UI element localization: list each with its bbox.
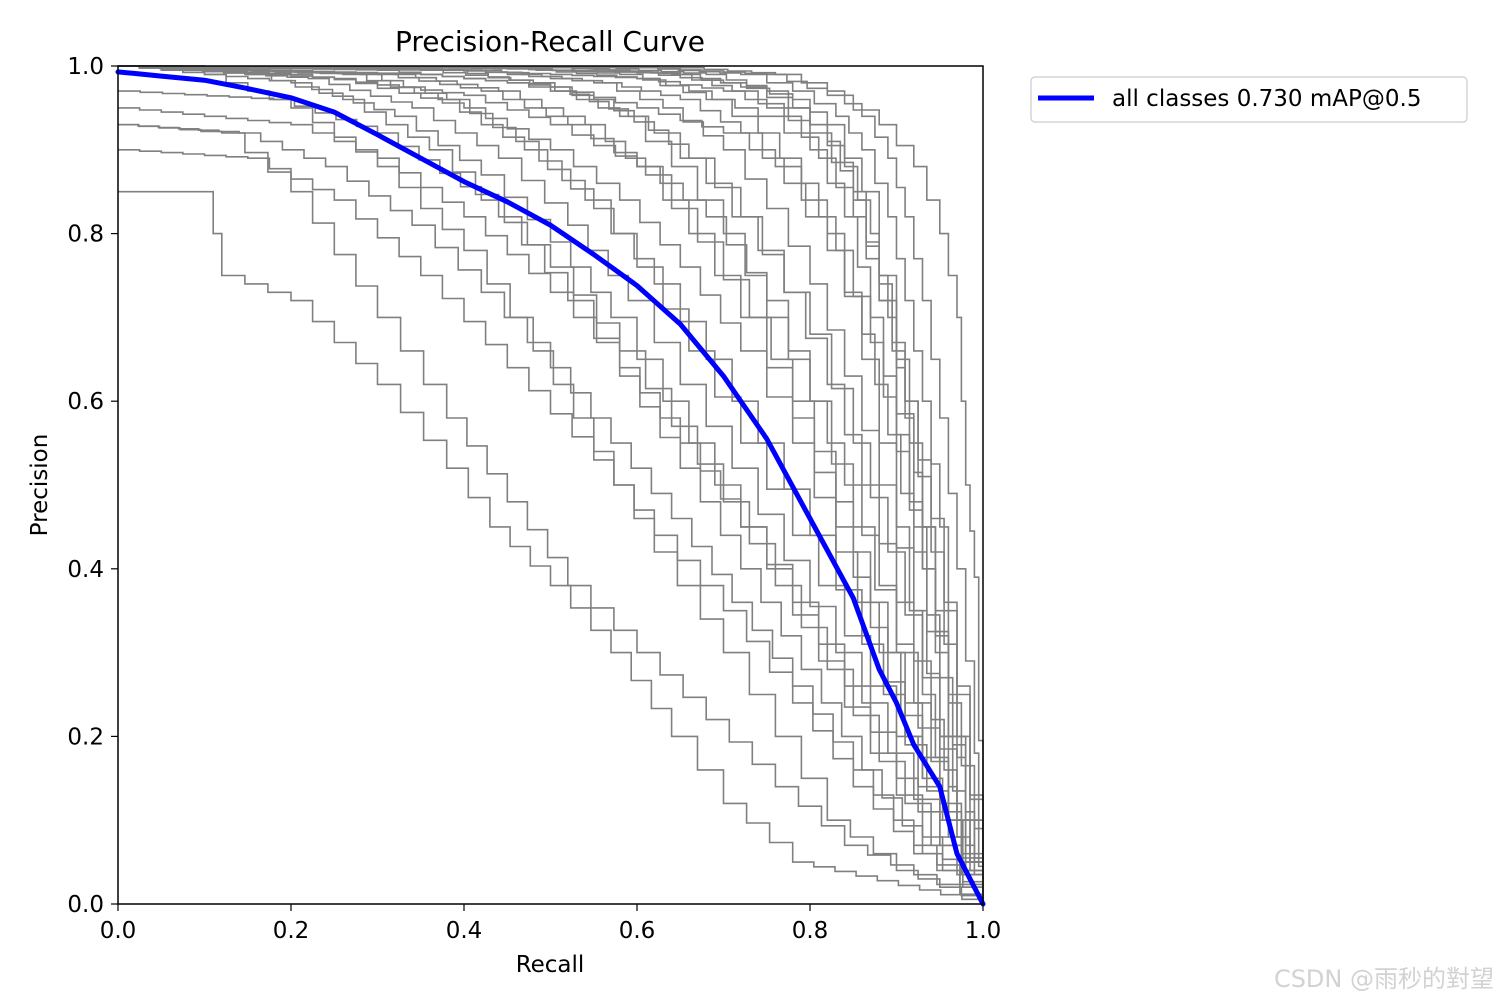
y-tick-label-3: 0.6 [67,389,104,415]
class-curve-28 [118,65,984,904]
class-curve-17 [118,90,984,904]
x-tick-label-3: 0.6 [619,918,656,944]
x-tick-label-0: 0.0 [100,918,137,944]
legend-label-all-classes: all classes 0.730 mAP@0.5 [1112,86,1421,112]
class-curve-9 [118,123,984,904]
watermark: CSDN @雨秒的對望 [1273,965,1494,993]
y-axis-ticks: 0.0 0.2 0.4 0.6 0.8 1.0 [67,54,118,918]
class-curve-26 [118,123,984,904]
class-curve-10 [118,190,984,904]
legend-box [1030,76,1468,123]
y-axis-label: Precision [27,434,53,537]
class-curve-29 [118,65,984,904]
x-tick-label-4: 0.8 [792,918,829,944]
chart-title: Precision-Recall Curve [395,25,705,58]
y-tick-label-5: 1.0 [67,54,104,80]
class-curve-32 [118,65,984,904]
x-axis-ticks: 0.0 0.2 0.4 0.6 0.8 1.0 [100,904,1002,944]
y-tick-label-0: 0.0 [67,892,104,918]
x-tick-label-2: 0.4 [446,918,483,944]
y-tick-label-2: 0.4 [67,557,104,583]
class-curve-5 [118,65,984,904]
x-tick-label-5: 1.0 [965,918,1002,944]
class-curve-31 [118,65,984,904]
plot-frame [117,65,984,905]
series-line-all-classes [115,69,986,907]
all-classes-curve-group [115,69,986,907]
x-tick-label-1: 0.2 [273,918,310,944]
class-curve-24 [118,65,984,904]
y-tick-label-4: 0.8 [67,222,104,248]
legend: all classes 0.730 mAP@0.5 [1030,76,1468,123]
y-tick-label-1: 0.2 [67,724,104,750]
class-curve-8 [118,149,984,904]
x-axis-label: Recall [516,952,585,978]
